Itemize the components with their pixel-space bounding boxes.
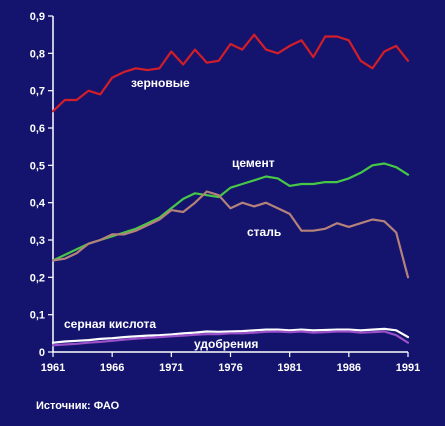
y-tick-label: 0,1 — [30, 310, 45, 322]
series-lines — [51, 33, 410, 347]
series-label: цемент — [232, 156, 275, 170]
series-label: зерновые — [131, 76, 190, 90]
y-tick-label: 0,8 — [30, 48, 45, 60]
series-line — [51, 330, 410, 347]
y-tick-label: 0,3 — [30, 235, 45, 247]
x-tick-label: 1966 — [100, 362, 124, 374]
y-tick-label: 0,2 — [30, 272, 45, 284]
y-tick-label: 0 — [39, 347, 45, 359]
series-line — [51, 190, 410, 279]
source-note: Источник: ФАО — [36, 400, 120, 412]
x-tick-label: 1986 — [337, 362, 361, 374]
x-tick-label: 1981 — [277, 362, 301, 374]
x-tick-label: 1971 — [159, 362, 183, 374]
y-tick-label: 0,5 — [30, 160, 45, 172]
series-label: сталь — [247, 225, 281, 239]
y-tick-label: 0,4 — [30, 198, 46, 210]
x-tick-label: 1991 — [396, 362, 420, 374]
series-line — [51, 162, 410, 262]
series-line — [51, 327, 410, 344]
series-label: серная кислота — [64, 317, 156, 331]
y-tick-label: 0,9 — [30, 11, 45, 23]
series-label: удобрения — [194, 337, 258, 351]
y-tick-label: 0,6 — [30, 123, 45, 135]
series-line — [51, 33, 410, 113]
y-tick-label: 0,7 — [30, 86, 45, 98]
x-tick-label: 1961 — [41, 362, 65, 374]
axes: 0 0,1 0,2 0,3 0,4 0,5 0,6 0,7 0,8 0,9 1961 1966 1971… — [30, 11, 421, 374]
series-labels: зерновые цемент сталь серная кислота удобрен… — [64, 76, 281, 351]
x-tick-label: 1976 — [218, 362, 242, 374]
